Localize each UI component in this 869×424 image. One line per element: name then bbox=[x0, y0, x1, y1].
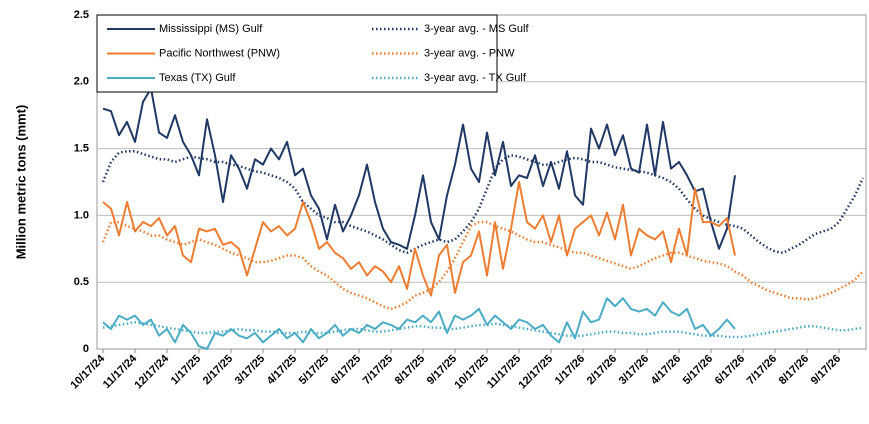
x-tick-label: 3/17/25 bbox=[233, 353, 267, 387]
x-tick-label: 4/17/25 bbox=[265, 353, 299, 387]
x-tick-label: 8/17/25 bbox=[393, 353, 427, 387]
legend-label: 3-year avg. - PNW bbox=[424, 47, 515, 59]
series-line bbox=[102, 181, 736, 297]
x-tick-label: 6/17/26 bbox=[713, 353, 747, 387]
x-tick-label: 1/17/25 bbox=[169, 353, 203, 387]
y-tick-label: 0 bbox=[83, 343, 89, 355]
legend-label: Pacific Northwest (PNW) bbox=[159, 47, 280, 59]
series-line bbox=[102, 87, 736, 250]
x-tick-label: 1/17/26 bbox=[553, 353, 587, 387]
series-line bbox=[102, 297, 736, 350]
x-tick-label: 9/17/26 bbox=[809, 353, 843, 387]
x-tick-label: 6/17/25 bbox=[329, 353, 363, 387]
x-tick-label: 5/17/25 bbox=[297, 353, 331, 387]
x-tick-label: 12/17/24 bbox=[132, 352, 171, 391]
legend-box bbox=[96, 14, 498, 93]
legend-label: 3-year avg. - TX Gulf bbox=[424, 72, 527, 84]
average-line bbox=[101, 150, 865, 255]
x-tick-label: 12/17/25 bbox=[516, 353, 555, 392]
legend-label: 3-year avg. - MS Gulf bbox=[424, 23, 529, 35]
legend-label: Texas (TX) Gulf bbox=[159, 72, 236, 84]
x-tick-label: 4/17/26 bbox=[649, 353, 683, 387]
x-tick-label: 7/17/25 bbox=[361, 353, 395, 387]
y-axis-label: Million metric tons (mmt) bbox=[13, 105, 28, 260]
legend-label: Mississippi (MS) Gulf bbox=[159, 23, 263, 35]
x-tick-label: 10/17/25 bbox=[452, 353, 491, 392]
x-tick-label: 7/17/26 bbox=[745, 353, 779, 387]
y-tick-label: 1.5 bbox=[74, 143, 89, 155]
legend: Mississippi (MS) Gulf 3-year avg. - MS Gu… bbox=[96, 14, 529, 93]
x-tick-label: 3/17/26 bbox=[617, 353, 651, 387]
y-tick-label: 1.0 bbox=[74, 209, 89, 221]
x-tick-label: 2/17/25 bbox=[201, 353, 235, 387]
x-tick-label: 5/17/26 bbox=[681, 353, 715, 387]
x-tick-label: 8/17/26 bbox=[777, 353, 811, 387]
y-tick-label: 0.5 bbox=[74, 276, 89, 288]
x-tick-label: 2/17/26 bbox=[585, 353, 619, 387]
average-line bbox=[102, 321, 864, 339]
x-tick-label: 10/17/24 bbox=[68, 352, 107, 391]
average-line bbox=[101, 220, 864, 311]
y-tick-label: 2.5 bbox=[74, 9, 89, 21]
y-tick-label: 2.0 bbox=[74, 76, 89, 88]
